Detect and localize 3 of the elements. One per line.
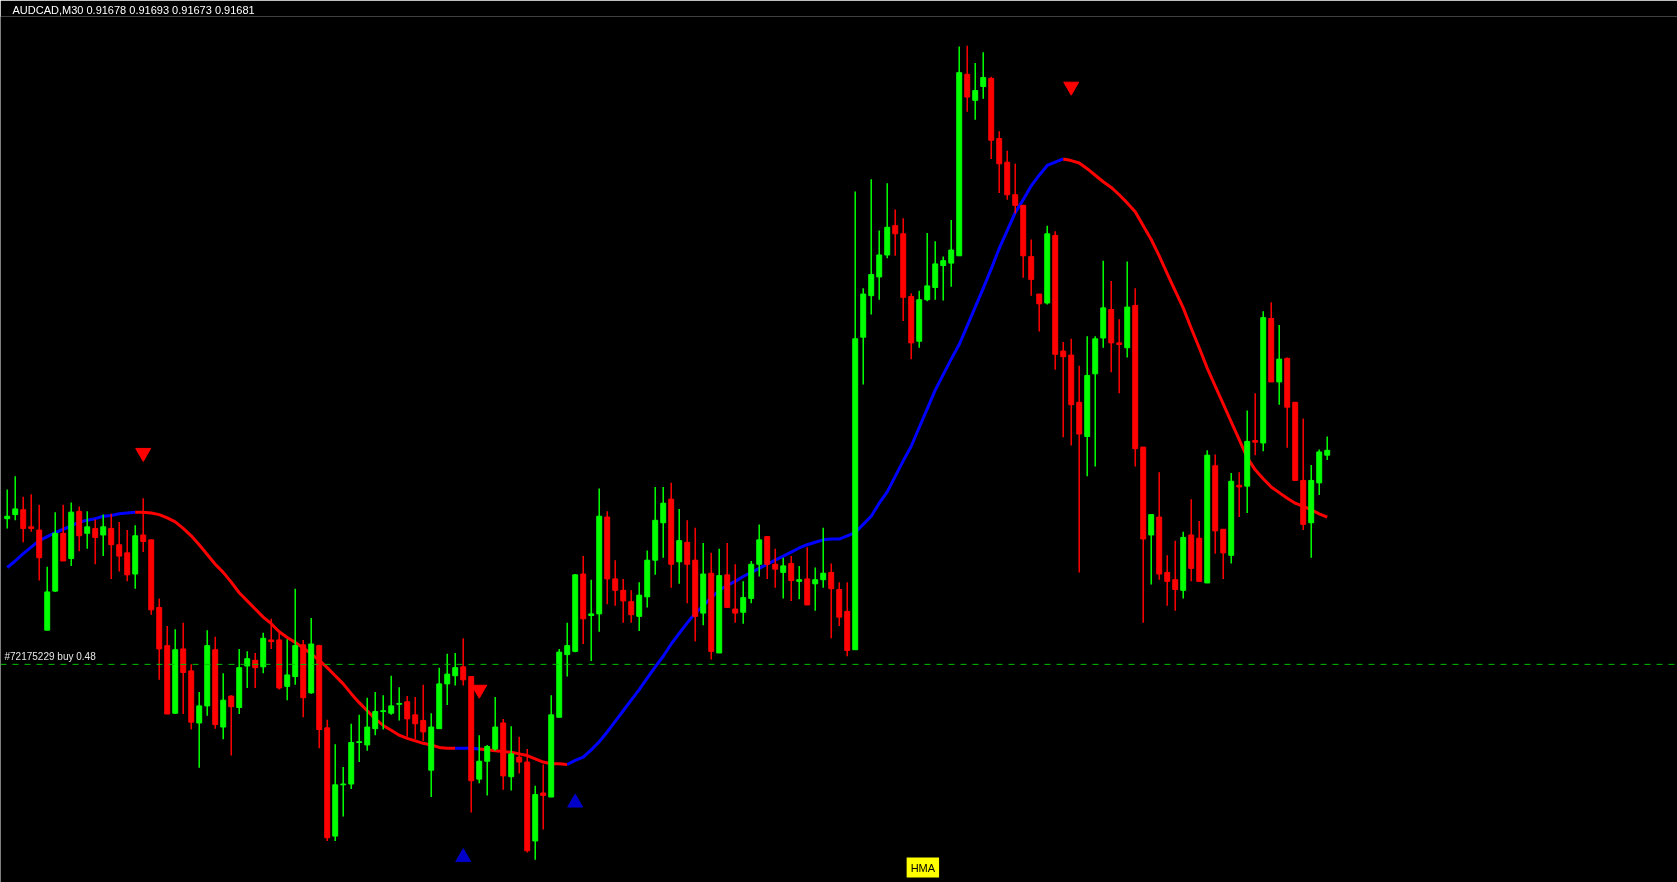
text: HMA [910, 861, 936, 874]
chart-title: AUDCAD,M30 0.91678 0.91693 0.91673 0.91681 [12, 3, 255, 16]
ref-line-label: #72175229 buy 0.48 [4, 651, 97, 663]
